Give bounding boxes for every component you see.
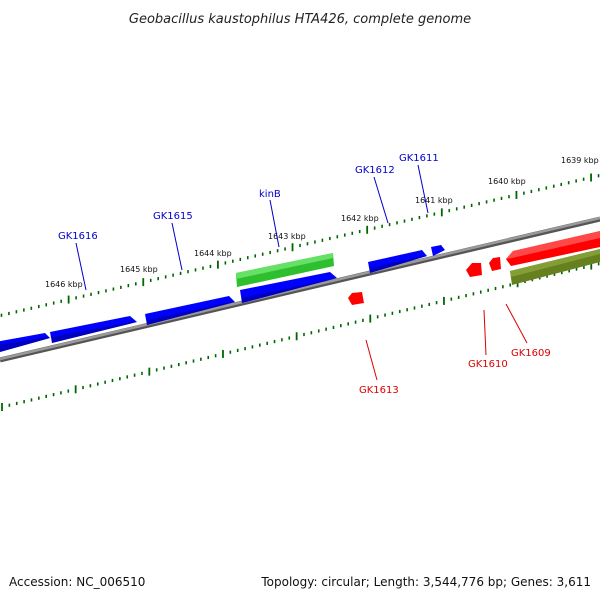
gene-label-gk1615[interactable]: GK1615 xyxy=(153,211,193,222)
gene-arrow-gk1617[interactable] xyxy=(0,333,50,352)
gene-arrow-kinb[interactable] xyxy=(240,272,337,303)
map-title: Geobacillus kaustophilus HTA426, complet… xyxy=(129,12,471,27)
gene-label-kinb[interactable]: kinB xyxy=(259,189,281,200)
gene-labels: GK1616 GK1615 kinB GK1612 GK1611 GK1613 … xyxy=(58,153,551,396)
gene-label-gk1613[interactable]: GK1613 xyxy=(359,385,399,396)
gene-arrow-gk1611[interactable] xyxy=(431,245,445,256)
gene-arrow-gk1613[interactable] xyxy=(348,292,364,305)
reverse-feature-olive[interactable] xyxy=(510,249,600,285)
kbp-label-1640: 1640 kbp xyxy=(488,177,526,186)
gene-label-gk1616[interactable]: GK1616 xyxy=(58,231,98,242)
kbp-label-1646: 1646 kbp xyxy=(45,280,83,289)
kbp-label-1639: 1639 kbp xyxy=(561,156,599,165)
scale-ticks-upper xyxy=(0,173,600,317)
gene-arrow-gk1616[interactable] xyxy=(50,316,137,343)
forward-feature-green[interactable] xyxy=(236,253,334,287)
gene-label-gk1610[interactable]: GK1610 xyxy=(468,359,508,370)
gene-label-gk1612[interactable]: GK1612 xyxy=(355,165,395,176)
reverse-genes xyxy=(348,231,600,305)
kbp-label-1641: 1641 kbp xyxy=(415,196,453,205)
gene-arrow-gk1615[interactable] xyxy=(145,296,235,325)
scale-labels: 1646 kbp 1645 kbp 1644 kbp 1643 kbp 1642… xyxy=(45,156,599,289)
genome-summary-text: Topology: circular; Length: 3,544,776 bp… xyxy=(260,575,591,589)
forward-genes xyxy=(0,245,445,352)
gene-arrow-gk1609[interactable] xyxy=(506,231,600,266)
kbp-label-1643: 1643 kbp xyxy=(268,232,306,241)
kbp-label-1645: 1645 kbp xyxy=(120,265,158,274)
kbp-label-1642: 1642 kbp xyxy=(341,214,379,223)
gene-label-gk1609[interactable]: GK1609 xyxy=(511,348,551,359)
gene-arrow-gk1612[interactable] xyxy=(368,250,427,273)
kbp-label-1644: 1644 kbp xyxy=(194,249,232,258)
gene-label-gk1611[interactable]: GK1611 xyxy=(399,153,439,164)
label-leaders xyxy=(75,164,528,381)
gene-arrow-gk1610[interactable] xyxy=(466,263,482,277)
gene-arrow-gk1610b[interactable] xyxy=(489,257,501,271)
accession-text: Accession: NC_006510 xyxy=(9,575,145,589)
genome-backbone xyxy=(0,216,600,363)
scale-ticks-lower xyxy=(1,261,600,411)
